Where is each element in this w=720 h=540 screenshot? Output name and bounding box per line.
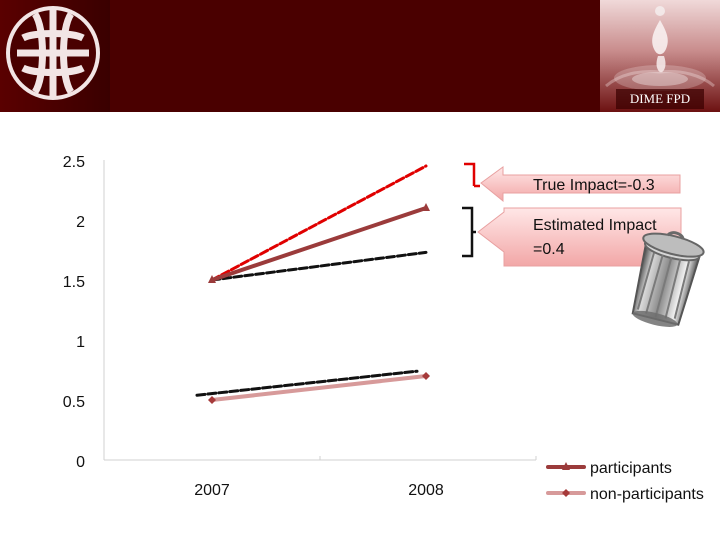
y-tick-label: 1 (76, 334, 85, 351)
estimated-impact-label-line-1: Estimated Impact (533, 217, 657, 234)
black-dashed-reference-line (195, 369, 419, 397)
participants-series-line (210, 206, 428, 282)
impact-chart: 0 0.5 1 1.5 2 2.5 2007 2008 True Impact=-0.3 E… (63, 154, 705, 503)
estimated-impact-callout: Estimated Impact =0.4 (477, 207, 682, 267)
water-drop-art-icon: DIME FPD (600, 0, 720, 112)
chart-legend: participants non-participants (546, 460, 704, 503)
reference-lines (195, 164, 428, 398)
non-participants-legend-label: non-participants (590, 486, 704, 503)
non-participants-legend-item: non-participants (546, 486, 704, 503)
trash-can-icon (631, 231, 705, 327)
participants-legend-marker (562, 462, 570, 470)
y-tick-label: 0.5 (63, 394, 85, 411)
participants-point (422, 203, 430, 211)
participants-legend-label: participants (590, 460, 672, 477)
brand-badge: DIME FPD (630, 91, 690, 106)
data-series (208, 203, 430, 404)
true-impact-label: True Impact=-0.3 (533, 177, 655, 194)
participants-legend-item: participants (546, 460, 672, 477)
plot-frame (103, 160, 537, 461)
estimated-impact-bracket (462, 206, 476, 258)
black-dashed-reference-line (210, 250, 428, 282)
chart-slide: 0 0.5 1 1.5 2 2.5 2007 2008 True Impact=-0.3 E… (0, 112, 720, 540)
x-tick-label: 2008 (408, 482, 444, 499)
globe-logo-icon (6, 6, 100, 100)
non-participants-point (422, 372, 430, 380)
x-tick-label: 2007 (194, 482, 230, 499)
y-tick-label: 1.5 (63, 274, 85, 291)
slide-header: DIME FPD (0, 0, 720, 112)
non-participants-legend-marker (562, 489, 570, 497)
y-tick-label: 2 (76, 214, 85, 231)
red-dashed-reference-line (210, 164, 428, 282)
y-axis-ticks: 0 0.5 1 1.5 2 2.5 (63, 154, 85, 471)
participants-point (208, 275, 216, 283)
y-tick-label: 0 (76, 454, 85, 471)
estimated-impact-label-line-2: =0.4 (533, 241, 565, 258)
header-art: DIME FPD (0, 0, 720, 112)
true-impact-callout: True Impact=-0.3 (480, 166, 681, 203)
y-tick-label: 2.5 (63, 154, 85, 171)
x-axis-ticks: 2007 2008 (194, 482, 444, 499)
impact-bracket-group (462, 162, 480, 258)
true-impact-bracket (464, 162, 480, 188)
non-participants-point (208, 396, 216, 404)
non-participants-series-line (210, 374, 428, 402)
